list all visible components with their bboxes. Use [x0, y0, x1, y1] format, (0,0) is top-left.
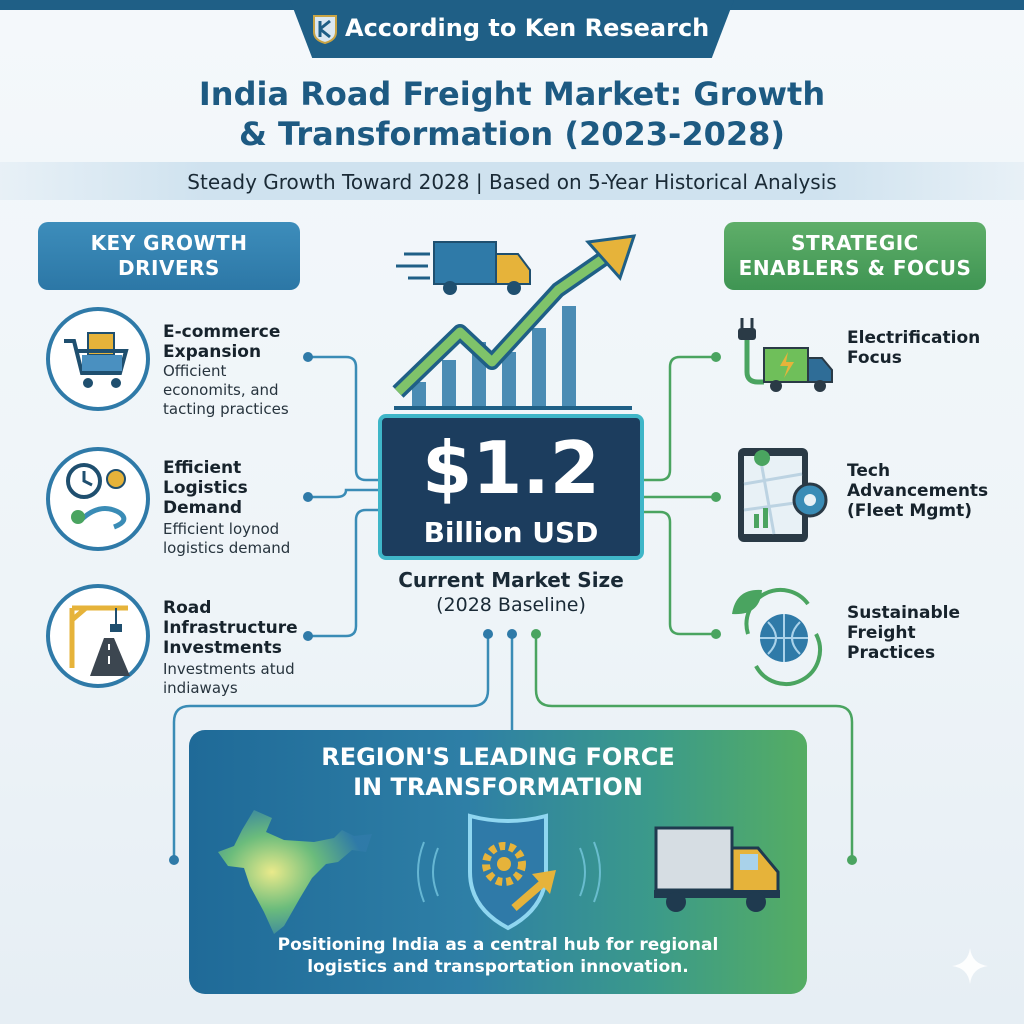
delivery-truck-icon [654, 826, 780, 912]
title-line: Demand [163, 498, 243, 518]
caption-line: logistics and transportation innovation. [307, 957, 689, 977]
panel-heading-line: REGION'S LEADING FORCE [321, 743, 675, 771]
panel-heading-line: IN TRANSFORMATION [353, 773, 643, 801]
caption-line: Positioning India as a central hub for r… [277, 935, 719, 955]
strategic-enablers-header: STRATEGIC ENABLERS & FOCUS [724, 222, 986, 290]
subtitle-band [0, 162, 1024, 200]
panel-heading: REGION'S LEADING FORCE IN TRANSFORMATION [189, 742, 807, 802]
route-clock-icon [66, 463, 127, 530]
header-line: DRIVERS [118, 256, 220, 280]
globe-leaf-icon [732, 588, 822, 686]
desc-line: indiaways [163, 679, 238, 697]
market-size-caption: Current Market Size [398, 568, 624, 592]
title-line: (Fleet Mgmt) [847, 501, 973, 521]
shield-gear-icon [417, 813, 601, 931]
enabler-title: Tech Advancements (Fleet Mgmt) [847, 461, 988, 521]
title-line: Electrification [847, 328, 981, 348]
driver-title: Road Infrastructure Investments [163, 598, 298, 658]
market-size-unit: Billion USD [423, 516, 599, 549]
title-line: E-commerce [163, 322, 281, 342]
desc-line: Officient [163, 362, 227, 380]
panel-caption: Positioning India as a central hub for r… [189, 934, 807, 978]
market-size-value: $1.2 [422, 426, 600, 510]
title-line: Expansion [163, 342, 262, 362]
driver-description: Officient economits, and tacting practic… [163, 362, 289, 419]
india-map-icon [218, 810, 372, 934]
source-label: According to Ken Research [345, 14, 710, 42]
shopping-cart-icon [64, 332, 129, 388]
driver-icon-circle [46, 307, 150, 411]
header-line: STRATEGIC [791, 231, 919, 255]
driver-description: Efficient loynod logistics demand [163, 520, 290, 558]
desc-line: Efficient loynod [163, 520, 280, 538]
desc-line: economits, and [163, 381, 279, 399]
sparkle-icon [952, 948, 988, 984]
electric-truck-icon [738, 318, 833, 392]
tablet-map-icon [738, 448, 828, 542]
enabler-title: Electrification Focus [847, 328, 980, 368]
driver-title: Efficient Logistics Demand [163, 458, 248, 518]
title-line: Tech [847, 461, 891, 481]
title-line: Infrastructure [163, 618, 298, 638]
title-line: Road [163, 598, 212, 618]
header-line: KEY GROWTH [90, 231, 248, 255]
title-line: Efficient [163, 458, 242, 478]
subtitle: Steady Growth Toward 2028 | Based on 5-Y… [187, 170, 837, 194]
driver-icon-circle [46, 584, 150, 688]
key-growth-drivers-header: KEY GROWTH DRIVERS [38, 222, 300, 290]
ken-research-logo-icon [313, 15, 337, 45]
crane-road-icon [69, 605, 130, 676]
driver-title: E-commerce Expansion [163, 322, 280, 362]
title-line: Investments [163, 638, 282, 658]
title-line: Advancements [847, 481, 989, 501]
driver-description: Investments atud indiaways [163, 660, 295, 698]
title-line: Logistics [163, 478, 248, 498]
title-line: Freight [847, 623, 916, 643]
page-title: India Road Freight Market: Growth & Tran… [0, 74, 1024, 154]
desc-line: tacting practices [163, 400, 289, 418]
title-line-2: & Transformation (2023-2028) [238, 115, 785, 153]
driver-icon-circle [46, 447, 150, 551]
title-line: Practices [847, 643, 936, 663]
source-ribbon [290, 0, 734, 58]
growth-arrow-truck-icon [392, 234, 637, 410]
desc-line: logistics demand [163, 539, 291, 557]
desc-line: Investments atud [163, 660, 295, 678]
market-size-box [378, 414, 644, 560]
title-line: Sustainable [847, 603, 960, 623]
market-size-baseline: (2028 Baseline) [436, 594, 586, 616]
header-line: ENABLERS & FOCUS [738, 256, 972, 280]
title-line: Focus [847, 348, 902, 368]
enabler-title: Sustainable Freight Practices [847, 603, 960, 663]
title-line-1: India Road Freight Market: Growth [198, 75, 826, 113]
